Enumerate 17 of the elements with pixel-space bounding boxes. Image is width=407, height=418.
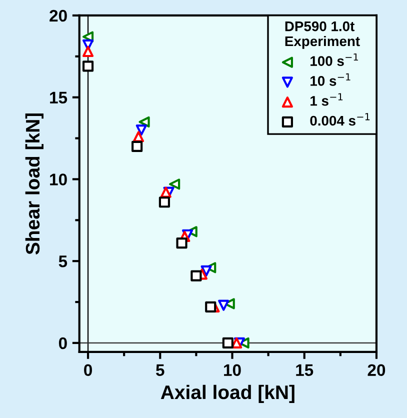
y-tick-label: 10 [50, 174, 67, 186]
y-tick-label: 15 [50, 92, 68, 104]
legend-title: DP590 1.0t Experiment [285, 21, 360, 49]
y-tick-label: 20 [50, 10, 67, 22]
x-tick-label: 10 [224, 364, 241, 376]
y-axis-title: Shear load [kN] [25, 113, 44, 254]
x-axis-title: Axial load [kN] [160, 384, 294, 403]
x-tick-label: 0 [84, 364, 92, 376]
legend-label: 10 s$^{−1}$ [310, 73, 350, 86]
x-tick-label: 15 [296, 364, 314, 376]
legend-label: 1 s$^{−1}$ [310, 93, 343, 106]
x-tick-label: 5 [156, 364, 164, 376]
y-tick-label: 0 [58, 337, 67, 350]
x-tick-label: 20 [368, 364, 386, 376]
legend-label: 0.004 s$^{−1}$ [310, 113, 370, 126]
y-tick-label: 5 [58, 256, 68, 268]
legend-label: 100 s$^{−1}$ [310, 53, 358, 66]
